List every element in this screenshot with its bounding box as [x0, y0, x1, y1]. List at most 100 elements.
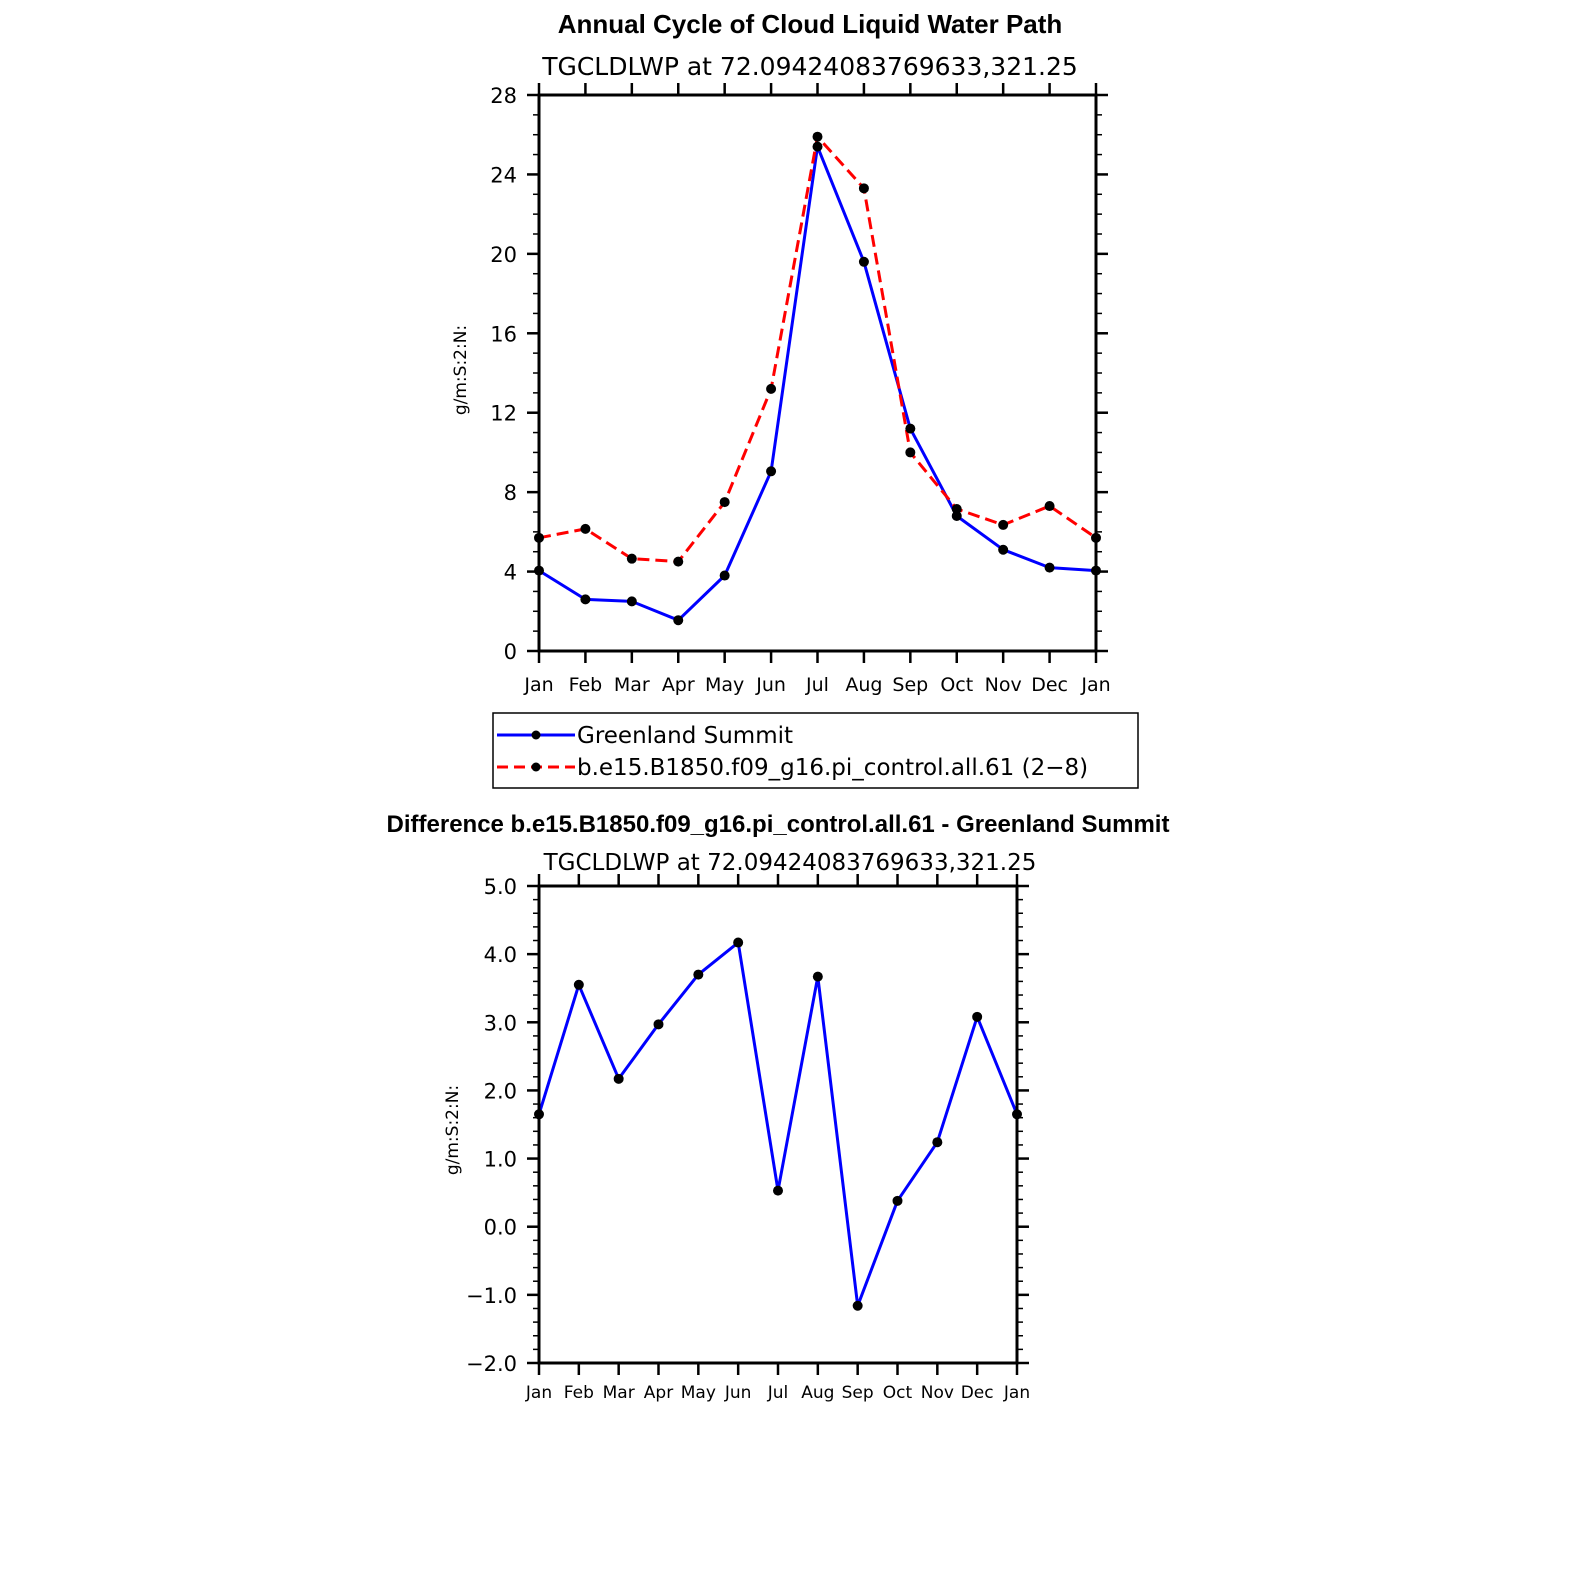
data-point: [951, 504, 962, 515]
data-point: [905, 423, 916, 434]
x-tick-label: Nov: [985, 674, 1022, 696]
series-lines: [537, 941, 1019, 1308]
x-tick-label: Aug: [801, 1383, 834, 1403]
x-tick-label: Jul: [767, 1383, 789, 1403]
y-tick-label: 1.0: [484, 1148, 517, 1172]
x-tick-label: Dec: [961, 1383, 994, 1403]
y-tick-label: 24: [490, 163, 517, 187]
data-point: [653, 1019, 664, 1030]
y-tick-label: 2.0: [484, 1079, 517, 1103]
data-point: [773, 1185, 783, 1196]
data-point: [673, 615, 684, 626]
y-tick-label: −1.0: [466, 1284, 517, 1308]
x-tick-label: Jan: [523, 674, 553, 696]
y-tick-labels: 0 4 8 12 16 20 24 28: [490, 84, 517, 664]
data-point: [812, 131, 823, 142]
data-point: [852, 1300, 863, 1311]
x-tick-label: Jan: [525, 1383, 552, 1403]
x-tick-label: Apr: [662, 674, 695, 696]
x-tick-label: Jun: [755, 674, 786, 696]
x-tick-label: Jun: [724, 1383, 752, 1403]
data-point: [951, 510, 962, 521]
x-tick-label: Dec: [1031, 674, 1068, 696]
chart-subtitle: TGCLDLWP at 72.09424083769633,321.25: [541, 52, 1078, 81]
data-point: [580, 523, 591, 534]
legend-label-greenland-summit: Greenland Summit: [577, 723, 793, 749]
x-tick-label: Jan: [1003, 1383, 1030, 1403]
y-tick-label: 4.0: [484, 943, 517, 967]
y-tick-label: 8: [504, 481, 517, 505]
data-point: [932, 1137, 943, 1148]
data-point: [766, 466, 777, 477]
x-tick-label: Jul: [805, 674, 829, 696]
data-point: [580, 594, 591, 605]
data-point: [573, 979, 584, 990]
x-tick-labels: Jan Feb Mar Apr May Jun Jul Aug Sep Oct Nov Dec Jan: [525, 1383, 1030, 1403]
data-point: [972, 1011, 983, 1022]
x-tick-label: May: [705, 674, 744, 696]
x-tick-label: Feb: [564, 1383, 594, 1403]
data-points: [534, 131, 1101, 626]
data-points: [534, 937, 1022, 1311]
x-tick-label: Nov: [921, 1383, 954, 1403]
y-tick-label: 12: [490, 402, 517, 426]
data-point: [892, 1195, 903, 1206]
data-point: [733, 937, 744, 948]
data-point: [858, 256, 869, 267]
data-point: [1044, 501, 1055, 512]
y-tick-label: 20: [490, 243, 517, 267]
y-tick-label: 3.0: [484, 1011, 517, 1035]
data-point: [693, 969, 704, 980]
data-point: [812, 141, 823, 152]
tick-marks: [527, 874, 1029, 1375]
data-point: [1044, 562, 1055, 573]
difference-panel: Difference b.e15.B1850.f09_g16.pi_contro…: [387, 811, 1170, 1403]
data-point: [719, 570, 730, 581]
y-tick-label: 16: [490, 322, 517, 346]
legend-label-model: b.e15.B1850.f09_g16.pi_control.all.61 (2…: [577, 755, 1088, 781]
data-point: [626, 596, 637, 607]
legend-marker-greenland-summit: [531, 730, 541, 740]
chart-title: Annual Cycle of Cloud Liquid Water Path: [558, 9, 1063, 39]
x-tick-labels: Jan Feb Mar Apr May Jun Jul Aug Sep Oct Nov Dec Jan: [523, 674, 1110, 696]
legend-box: [492, 712, 1139, 789]
series-line-0: [538, 145, 1097, 622]
x-tick-label: May: [681, 1383, 716, 1403]
data-point: [998, 519, 1009, 530]
series-line-0: [537, 941, 1019, 1308]
series-line-1: [538, 135, 1097, 564]
y-tick-label: 0.0: [484, 1216, 517, 1240]
x-tick-label: Apr: [644, 1383, 673, 1403]
y-tick-labels: −2.0 −1.0 0.0 1.0 2.0 3.0 4.0 5.0: [466, 875, 517, 1376]
data-point: [626, 553, 637, 564]
plot-frame: [537, 93, 1098, 653]
data-point: [673, 556, 684, 567]
legend: Greenland Summit b.e15.B1850.f09_g16.pi_…: [492, 712, 1139, 789]
x-tick-label: Feb: [569, 674, 603, 696]
series-lines: [538, 135, 1097, 622]
x-tick-label: Oct: [940, 674, 973, 696]
x-tick-label: Sep: [892, 674, 928, 696]
y-tick-label: 0: [504, 640, 517, 664]
chart-subtitle: TGCLDLWP at 72.09424083769633,321.25: [543, 850, 1037, 876]
y-axis-label: g/m:S:2:N:: [451, 325, 471, 415]
x-tick-label: Mar: [614, 674, 650, 696]
x-tick-label: Sep: [842, 1383, 874, 1403]
data-point: [998, 544, 1009, 555]
data-point: [905, 447, 916, 458]
plot-frame: [537, 884, 1019, 1365]
data-point: [858, 183, 869, 194]
x-tick-label: Jan: [1080, 674, 1110, 696]
y-axis-label: g/m:S:2:N:: [443, 1085, 463, 1175]
data-point: [766, 383, 777, 394]
data-point: [719, 497, 730, 508]
y-tick-label: 4: [504, 561, 517, 585]
x-tick-label: Mar: [603, 1383, 635, 1403]
data-point: [812, 971, 823, 982]
annual-cycle-panel: Annual Cycle of Cloud Liquid Water Path …: [451, 9, 1139, 789]
y-tick-label: 5.0: [484, 875, 517, 899]
x-tick-label: Oct: [883, 1383, 913, 1403]
chart-title: Difference b.e15.B1850.f09_g16.pi_contro…: [387, 811, 1170, 838]
y-tick-label: 28: [490, 84, 517, 108]
